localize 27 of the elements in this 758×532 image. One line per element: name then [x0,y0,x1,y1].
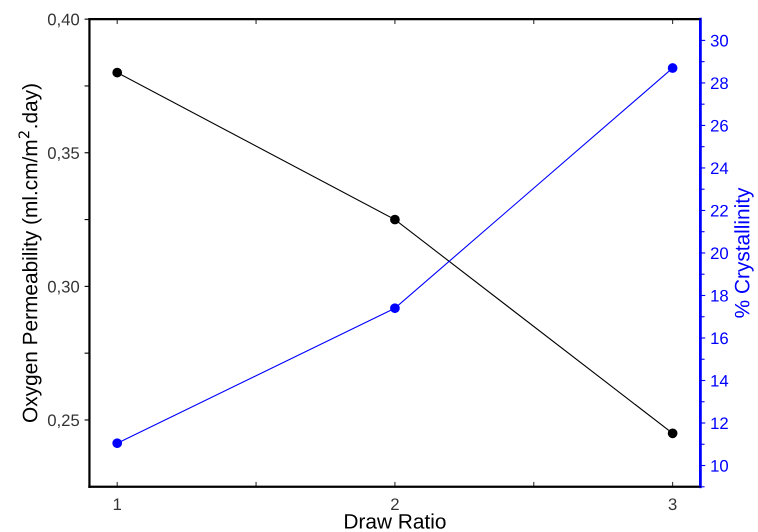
y2-tick-label: 24 [710,162,728,174]
y2-tick-label: 30 [710,34,728,47]
point [390,303,400,314]
y-tick-label: 0,40 [48,14,80,28]
y-tick-label: 0,25 [48,414,80,428]
y2-tick-label: 28 [710,77,728,90]
x-tick-label: 1 [114,498,122,510]
y-tick-label: 0,35 [48,147,80,161]
y2-tick-label: 16 [711,332,728,344]
y2-tick-label: 26 [710,120,728,132]
y-tick-label: 0,30 [48,280,80,295]
y2-tick-label: 22 [710,204,728,216]
x-tick-label: 2 [391,498,399,510]
point [112,438,122,448]
y2-axis-title: % Crystallinity [734,188,754,318]
y2-tick-label: 12 [711,417,728,430]
x-axis-title: Draw Ratio [345,513,446,529]
point [668,63,678,73]
point [668,428,678,438]
y-axis-title: Oxygen Permeability (ml.cm/m$^{2}$.day) [18,84,42,422]
y2-tick-label: 18 [711,290,728,302]
y2-tick-label: 14 [711,375,728,387]
y2-tick-label: 10 [711,460,728,472]
x-tick-label: 3 [668,498,677,510]
point [390,214,400,224]
point [112,68,122,78]
y2-tick-label: 20 [710,247,728,260]
